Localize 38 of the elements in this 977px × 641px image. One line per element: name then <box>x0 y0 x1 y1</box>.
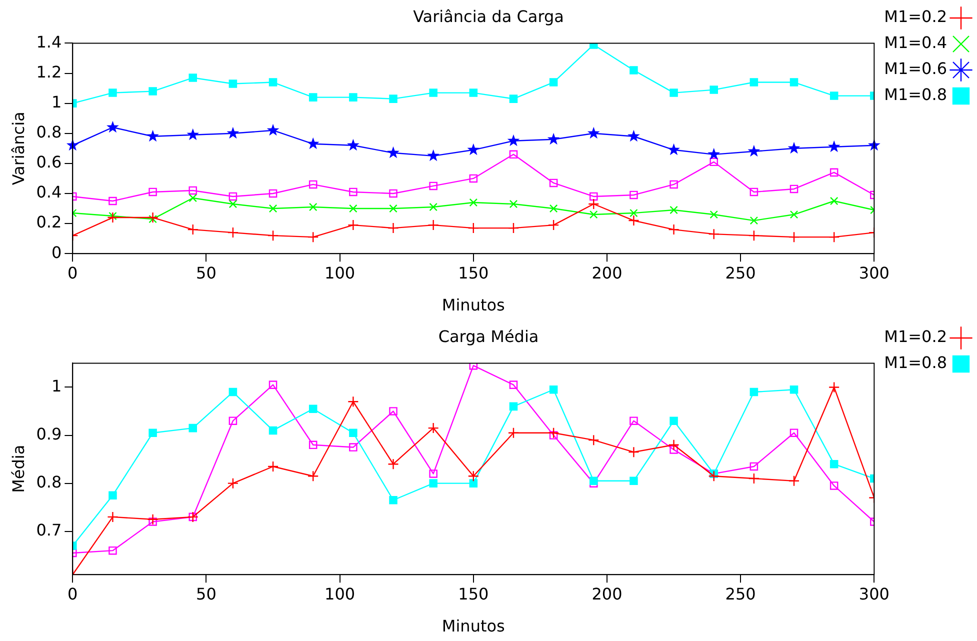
x-tick-label: 100 <box>324 263 356 282</box>
legend-label: M1=0.2 <box>884 7 947 26</box>
chart-title: Carga Média <box>438 326 539 346</box>
x-tick-label: 300 <box>858 263 890 282</box>
y-tick-label: 0.2 <box>36 212 62 232</box>
legend-label: M1=0.4 <box>884 33 947 52</box>
x-tick-label: 250 <box>725 584 756 604</box>
x-tick-label: 250 <box>725 263 756 282</box>
legend-label: M1=0.8 <box>884 353 947 372</box>
y-tick-label: 0.4 <box>36 182 62 202</box>
x-axis-title: Minutos <box>442 296 505 315</box>
legend-label: M1=0.2 <box>884 327 947 346</box>
y-tick-label: 1 <box>51 376 62 396</box>
y-tick-label: 1.2 <box>36 62 62 82</box>
x-tick-label: 0 <box>68 263 78 282</box>
legend-label: M1=0.8 <box>884 85 947 104</box>
y-axis-title: Variância <box>8 112 28 186</box>
y-tick-label: 0.9 <box>36 424 62 444</box>
x-tick-label: 50 <box>196 584 216 604</box>
y-tick-label: 0.8 <box>36 122 62 142</box>
y-tick-label: 0 <box>51 242 62 262</box>
x-tick-label: 300 <box>858 584 890 604</box>
y-tick-label: 1 <box>51 92 62 112</box>
x-tick-label: 100 <box>324 584 356 604</box>
x-tick-label: 50 <box>196 263 216 282</box>
x-tick-label: 200 <box>592 263 622 282</box>
y-tick-label: 1.4 <box>36 32 62 52</box>
y-tick-label: 0.8 <box>36 472 62 492</box>
x-tick-label: 150 <box>458 584 489 604</box>
legend-label: M1=0.6 <box>884 59 947 78</box>
x-tick-label: 0 <box>68 584 78 604</box>
y-tick-label: 0.6 <box>36 152 62 172</box>
chart-title: Variância da Carga <box>413 6 564 26</box>
y-axis-title: Média <box>8 444 28 493</box>
x-tick-label: 200 <box>592 584 622 604</box>
y-tick-label: 0.7 <box>36 520 62 540</box>
x-tick-label: 150 <box>458 263 489 282</box>
x-axis-title: Minutos <box>442 616 505 636</box>
